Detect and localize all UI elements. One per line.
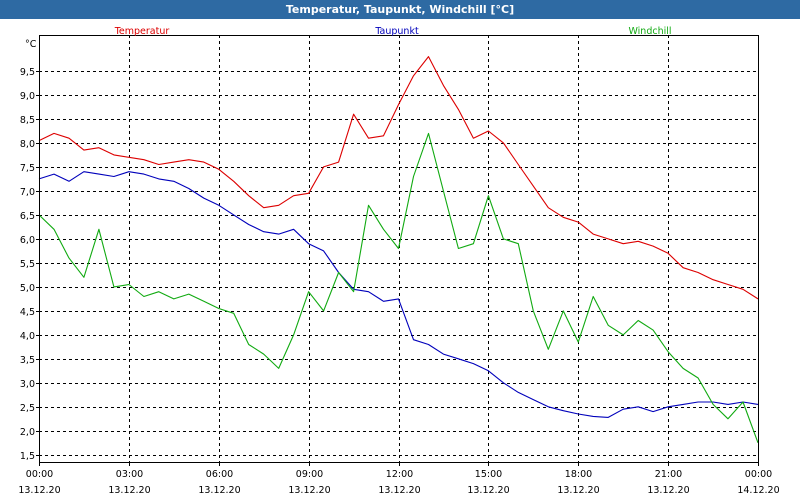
series-line-temperatur (38, 56, 759, 300)
x-tick-label-date: 13.12.20 (288, 485, 330, 496)
y-tick-label: 8,0 (20, 139, 35, 150)
series-line-taupunkt (38, 171, 759, 418)
x-tick-label-date: 13.12.20 (647, 485, 689, 496)
x-tick-label-time: 06:00 (206, 469, 233, 480)
y-tick-label: 3,5 (20, 355, 35, 366)
x-tick-label-date: 13.12.20 (108, 485, 150, 496)
y-tick-label: 8,5 (20, 115, 35, 126)
x-tick-label-time: 15:00 (475, 469, 502, 480)
x-tick-label-time: 00:00 (26, 469, 53, 480)
plot-frame (39, 35, 759, 463)
legend-windchill: Windchill (628, 26, 671, 37)
y-tick-label: 7,5 (20, 163, 35, 174)
y-tick-label: 7,0 (20, 187, 35, 198)
y-tick-label: 2,5 (20, 403, 35, 414)
series-layer (38, 56, 759, 443)
y-tick-label: 5,0 (20, 283, 35, 294)
legend-temperatur: Temperatur (114, 26, 170, 37)
x-tick-label-time: 03:00 (116, 469, 143, 480)
x-tick-label-time: 00:00 (745, 469, 772, 480)
y-tick-label: 4,5 (20, 307, 35, 318)
series-line-windchill (38, 132, 759, 443)
legend-layer: Temperatur Taupunkt Windchill (114, 26, 672, 37)
y-tick-label: 9,0 (20, 91, 35, 102)
x-tick-label-date: 13.12.20 (378, 485, 420, 496)
x-tick-label-time: 12:00 (386, 469, 413, 480)
x-tick-label-time: 18:00 (565, 469, 592, 480)
y-tick-label: 9,5 (20, 67, 35, 78)
x-tick-label-date: 14.12.20 (737, 485, 779, 496)
x-tick-label-date: 13.12.20 (18, 485, 60, 496)
y-tick-label: 4,0 (20, 331, 35, 342)
y-tick-label: 6,5 (20, 211, 35, 222)
legend-taupunkt: Taupunkt (374, 26, 419, 37)
y-tick-label: 6,0 (20, 235, 35, 246)
x-tick-label-time: 09:00 (296, 469, 323, 480)
y-tick-label: 5,5 (20, 259, 35, 270)
y-tick-label: 1,5 (20, 451, 35, 462)
y-tick-label: 3,0 (20, 379, 35, 390)
y-tick-label: 2,0 (20, 427, 35, 438)
x-tick-label-date: 13.12.20 (467, 485, 509, 496)
x-tick-label-date: 13.12.20 (198, 485, 240, 496)
x-tick-label-time: 21:00 (655, 469, 682, 480)
chart-title: Temperatur, Taupunkt, Windchill [°C] (0, 0, 800, 19)
axis-layer: 1,5 2,0 2,5 3,0 3,5 4,0 4,5 5,0 5,5 6,0 6,5 7,0 7,5 8… (18, 35, 780, 496)
y-axis-label: °C (25, 39, 37, 50)
x-tick-label-date: 13.12.20 (557, 485, 599, 496)
